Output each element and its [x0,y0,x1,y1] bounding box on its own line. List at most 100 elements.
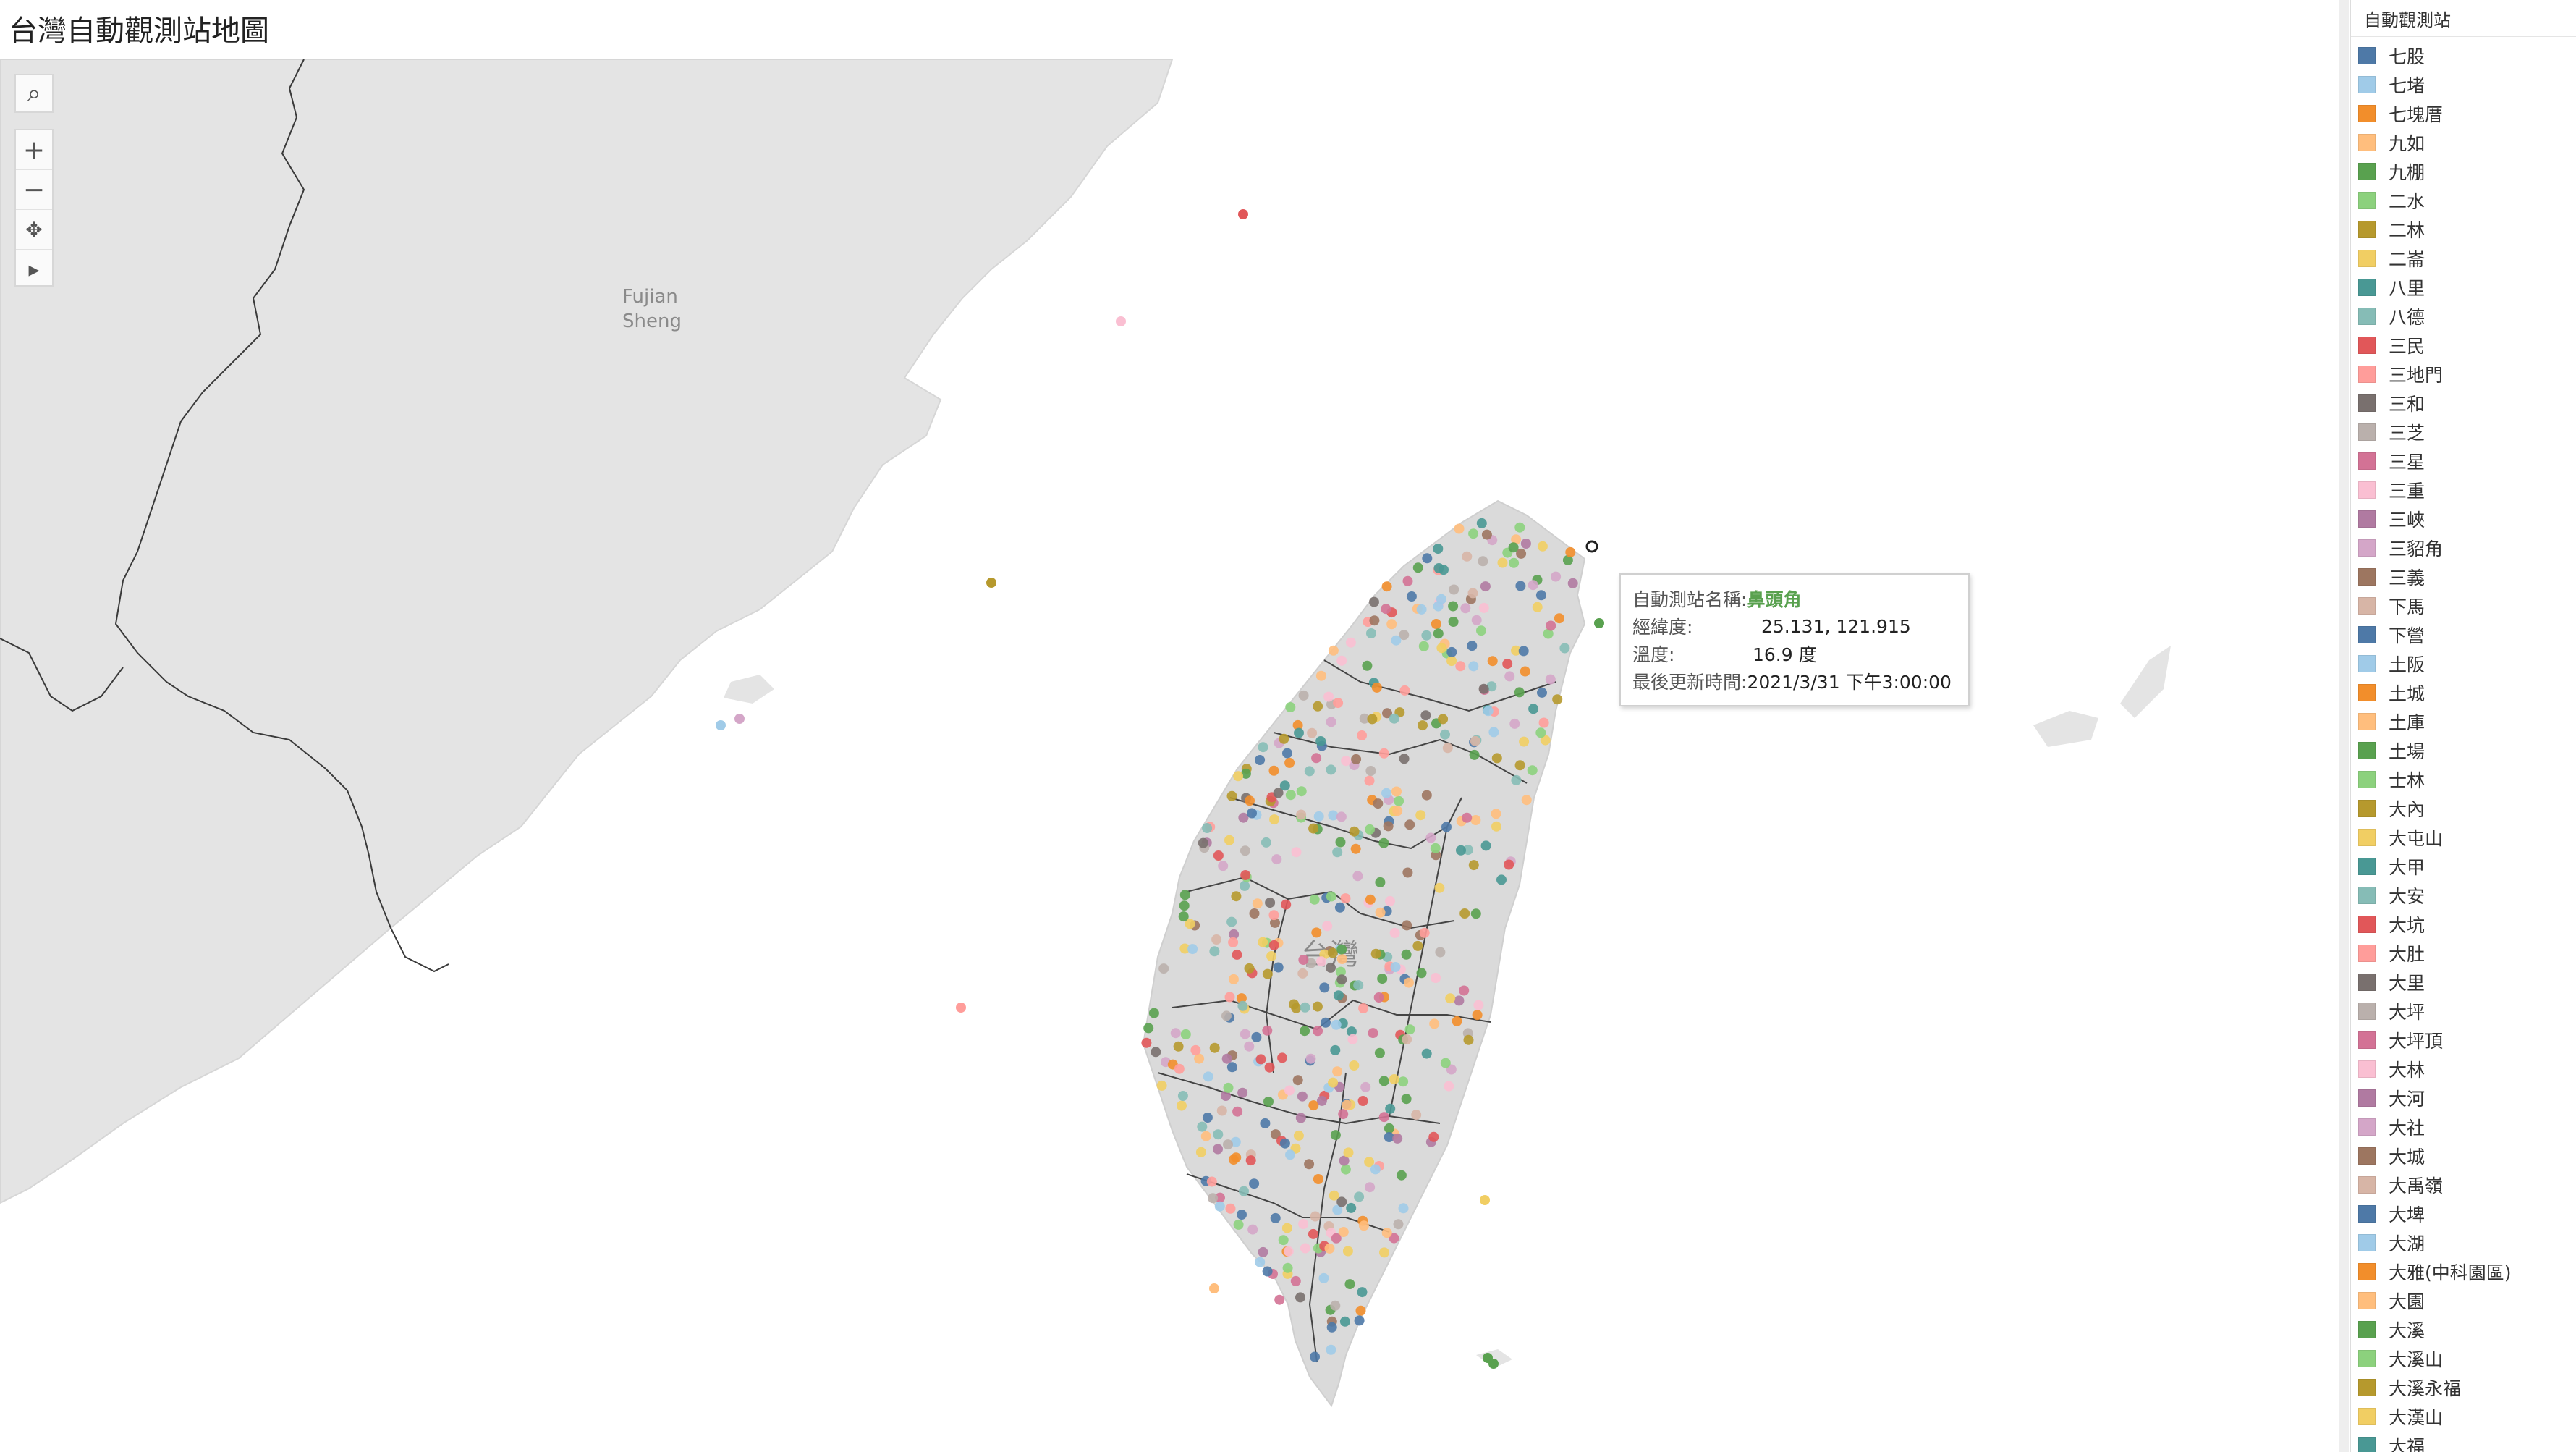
station-marker[interactable] [1316,956,1326,967]
station-marker[interactable] [1473,1000,1484,1010]
legend-item[interactable]: 三民 [2351,331,2576,360]
station-marker[interactable] [1285,1149,1295,1160]
station-marker[interactable] [1415,810,1426,821]
station-marker[interactable] [1322,921,1333,932]
station-marker[interactable] [1245,1155,1256,1166]
station-marker[interactable] [1359,713,1370,724]
station-marker[interactable] [1156,1080,1167,1091]
station-marker[interactable] [1200,1131,1211,1141]
station-marker[interactable] [1218,861,1229,871]
station-marker[interactable] [1357,1096,1368,1106]
station-marker[interactable] [1520,539,1531,549]
station-marker[interactable] [1226,790,1237,801]
station-marker[interactable] [1297,1091,1308,1102]
station-marker[interactable] [1313,1026,1323,1037]
station-marker[interactable] [1319,982,1330,993]
station-marker[interactable] [1292,1075,1303,1086]
station-marker[interactable] [1310,1351,1320,1362]
legend-item[interactable]: 大坪頂 [2351,1026,2576,1055]
station-marker[interactable] [1382,708,1392,719]
station-marker[interactable] [1264,1062,1275,1073]
station-marker[interactable] [1399,630,1410,641]
legend-item[interactable]: 土庫 [2351,707,2576,736]
station-marker[interactable] [1307,727,1318,738]
legend-item[interactable]: 九如 [2351,128,2576,157]
station-marker[interactable] [1362,660,1373,671]
station-marker[interactable] [1238,812,1249,823]
station-marker[interactable] [1332,1204,1343,1215]
station-marker[interactable] [1283,1246,1294,1257]
station-marker[interactable] [1179,900,1190,911]
station-marker[interactable] [1554,613,1564,624]
station-marker[interactable] [1514,760,1525,771]
station-marker[interactable] [1404,1024,1415,1035]
legend-item[interactable]: 土場 [2351,736,2576,765]
station-marker[interactable] [1281,1223,1292,1233]
station-marker[interactable] [1467,588,1478,599]
station-marker[interactable] [1340,1164,1351,1175]
station-marker[interactable] [1313,701,1323,712]
station-marker[interactable] [1224,992,1235,1003]
station-marker[interactable] [1195,1147,1206,1157]
station-marker[interactable] [1295,1113,1306,1123]
station-marker[interactable] [956,1003,966,1013]
station-marker[interactable] [1282,748,1292,759]
station-marker[interactable] [1467,641,1478,651]
station-marker[interactable] [1331,1233,1342,1244]
station-marker[interactable] [1292,719,1303,730]
station-marker[interactable] [1306,958,1316,968]
station-marker[interactable] [1486,681,1497,692]
station-marker[interactable] [1543,628,1554,639]
station-marker[interactable] [1326,1322,1337,1333]
station-marker[interactable] [1385,1103,1396,1114]
station-marker[interactable] [1509,557,1520,568]
zoom-in-button[interactable]: + [16,130,52,170]
legend-item[interactable]: 下營 [2351,620,2576,649]
station-marker[interactable] [1452,1016,1462,1026]
station-marker[interactable] [1187,944,1198,955]
station-marker[interactable] [1358,1220,1369,1231]
station-marker[interactable] [1540,735,1551,746]
station-marker[interactable] [1328,810,1339,821]
station-marker[interactable] [1365,766,1376,776]
station-marker[interactable] [1336,1196,1347,1207]
station-marker[interactable] [1279,733,1289,744]
station-marker[interactable] [1436,643,1447,654]
station-marker[interactable] [1511,645,1521,656]
station-marker[interactable] [1491,753,1502,764]
station-marker[interactable] [1228,974,1239,984]
station-marker[interactable] [1261,837,1271,848]
station-marker[interactable] [1231,891,1242,902]
station-marker[interactable] [1391,635,1402,646]
station-marker[interactable] [1483,706,1494,717]
station-marker[interactable] [1326,962,1336,973]
station-marker[interactable] [1378,748,1389,759]
station-marker[interactable] [1378,1076,1389,1086]
station-marker[interactable] [1316,1095,1327,1106]
legend-item[interactable]: 三星 [2351,447,2576,476]
station-marker[interactable] [1268,940,1279,950]
station-marker[interactable] [1470,735,1480,746]
station-marker[interactable] [1221,1091,1231,1101]
station-marker[interactable] [1339,1316,1350,1327]
station-marker[interactable] [1342,1246,1353,1257]
station-marker[interactable] [1401,949,1412,960]
station-marker[interactable] [1364,775,1375,786]
legend-item[interactable]: 三和 [2351,389,2576,418]
legend-item[interactable]: 二林 [2351,215,2576,244]
station-marker[interactable] [1406,591,1417,602]
legend-item[interactable]: 大內 [2351,794,2576,823]
station-marker[interactable] [1208,1193,1219,1204]
station-marker[interactable] [1321,1017,1331,1028]
station-marker[interactable] [1448,601,1459,612]
station-marker[interactable] [1247,808,1257,819]
station-marker[interactable] [1237,1000,1248,1011]
station-marker[interactable] [1327,947,1338,958]
station-marker[interactable] [1305,1053,1316,1064]
station-marker[interactable] [1237,1087,1248,1098]
legend-item[interactable]: 大社 [2351,1113,2576,1141]
station-marker[interactable] [1251,1031,1262,1042]
station-marker[interactable] [1295,1292,1305,1303]
station-marker[interactable] [1445,993,1456,1004]
station-marker[interactable] [1245,795,1255,806]
